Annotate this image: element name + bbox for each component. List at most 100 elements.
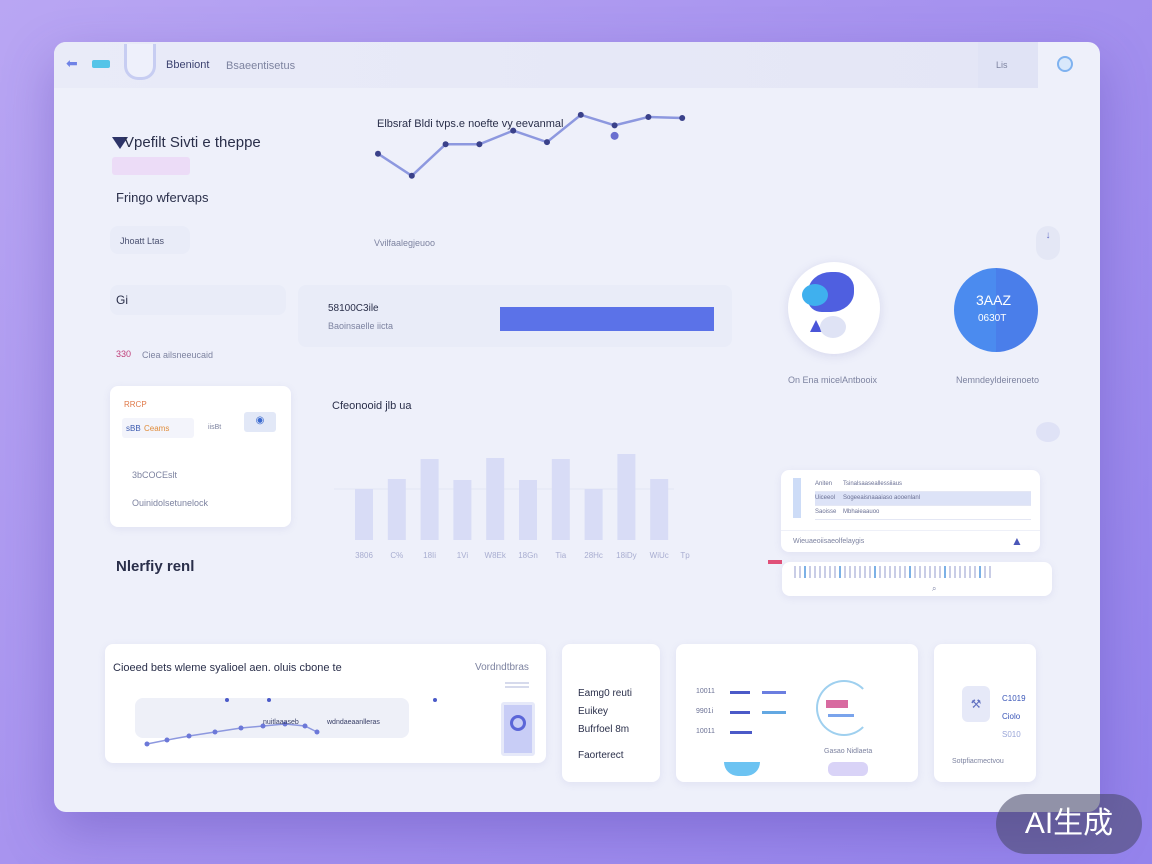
bar-tick-label: 18Gn: [518, 551, 538, 560]
card2-item[interactable]: Eamg0 reuti: [578, 688, 632, 699]
panel-title: Vpefilt Sivti e theppe: [124, 134, 261, 151]
timeline-tick: [924, 566, 926, 578]
user-circle-icon[interactable]: [1057, 56, 1073, 72]
card4-value: C1019: [1002, 694, 1026, 703]
watermark: AI生成: [996, 794, 1142, 854]
table-key: Aniten: [815, 481, 833, 487]
bar: [584, 489, 603, 540]
progress-card: 58100C3ile Baoinsaelle iicta: [298, 285, 732, 347]
gauge-bar: [828, 714, 854, 717]
progress-fill: [500, 307, 714, 331]
bar-tick-label: 18iDy: [616, 551, 636, 560]
bar: [551, 459, 570, 540]
bar: [355, 489, 373, 540]
table-scroll-indicator[interactable]: [793, 478, 801, 518]
mini-badge: RRCP: [124, 400, 147, 409]
shield-glyph: [510, 715, 526, 731]
header-right-button[interactable]: Lis: [978, 42, 1038, 88]
mini-item[interactable]: Ouinidolsetunelock: [132, 498, 209, 508]
search-icon[interactable]: ⌕: [932, 584, 937, 593]
timeline-tick: [894, 566, 896, 578]
filter-dropdown[interactable]: Jhoatt Ltas: [110, 226, 190, 254]
card3-bar: [762, 711, 786, 714]
timeline-tick: [879, 566, 881, 578]
arrow-left-icon[interactable]: ⬅: [66, 55, 78, 71]
table-key: Uiceeol: [815, 495, 836, 501]
menu-icon[interactable]: [92, 60, 110, 68]
card3-row-label: 10011: [696, 728, 715, 735]
progress-caption: Baoinsaelle iicta: [328, 321, 394, 331]
timeline-strip[interactable]: ⌕: [782, 562, 1052, 596]
table-row[interactable]: Aniten Tsinalsaaseallessiiaus: [815, 478, 1031, 492]
tag-value: 330: [116, 349, 132, 359]
mountain-icon[interactable]: ▲: [1011, 534, 1023, 548]
bar-tick-label: C%: [390, 551, 403, 560]
timeline-tick: [874, 566, 876, 578]
mini-row[interactable]: sBB Ceams: [122, 418, 194, 438]
timeline-tick: [814, 566, 816, 578]
card2-item[interactable]: Euikey: [578, 706, 609, 717]
tag-text: Ciea ailsneeucaid: [142, 350, 214, 360]
line-chart: [375, 111, 686, 179]
filter-label: Jhoatt Ltas: [120, 236, 165, 246]
mini-point: [282, 721, 288, 727]
stat-box: Gi: [110, 285, 286, 315]
card1-right-label: Vordndtbras: [475, 662, 529, 673]
mini-line-area: [135, 698, 409, 738]
bar: [650, 479, 669, 540]
chat-bubble-icon[interactable]: [1036, 422, 1060, 442]
card3-bar: [762, 691, 786, 694]
bottom-card-4: ⚒ C1019 Ciolo S010 Sotpfiacmectvou: [934, 644, 1036, 782]
highlight-bar: [112, 157, 190, 175]
pie-slice: [820, 316, 846, 338]
bar-tick-label: Tp: [680, 551, 690, 560]
chat-icon[interactable]: ◉: [244, 412, 276, 432]
legend-item: nuitlaaaseb: [263, 719, 299, 726]
shield-logo-icon: [124, 44, 156, 80]
timeline-tick: [919, 566, 921, 578]
pie-slice: [810, 320, 822, 332]
mini-point: [238, 725, 244, 731]
timeline-tick: [944, 566, 946, 578]
pie-slice: [802, 284, 828, 306]
bottom-card-2: Eamg0 reuti Euikey Bufrfoel 8m Faorterect: [562, 644, 660, 782]
card2-item[interactable]: Bufrfoel 8m: [578, 724, 630, 735]
nav-link[interactable]: Bsaeentisetus: [226, 60, 296, 72]
table-value: Sogeeaisnaaaiaso aooenlanl: [843, 495, 921, 501]
timeline-tick: [804, 566, 806, 578]
line-point: [679, 115, 686, 121]
bar: [617, 454, 636, 540]
timeline-tick: [914, 566, 916, 578]
timeline-tick: [819, 566, 821, 578]
metric-value: 3AAZ: [976, 292, 1012, 308]
timeline-tick: [794, 566, 796, 578]
mini-item[interactable]: 3bCOCEslt: [132, 470, 178, 480]
line-point: [610, 131, 619, 140]
tool-icon[interactable]: ⚒: [962, 686, 990, 722]
progress-value: 58100C3ile: [328, 303, 379, 314]
shield-icon[interactable]: [501, 702, 535, 756]
bar-chart-title: Cfeonooid jlb ua: [332, 400, 412, 412]
table-card: Aniten Tsinalsaaseallessiiaus Uiceeol Sogee…: [781, 470, 1040, 552]
line-point: [510, 127, 517, 134]
pin-icon[interactable]: ↓: [1036, 226, 1060, 260]
line-chart-title: Elbsraf Bldi tvps.e noefte vy eevanmal: [377, 118, 564, 130]
mini-point: [260, 723, 266, 729]
card4-value: Ciolo: [1002, 712, 1021, 721]
table-row[interactable]: Saoisse Mbhaieaauoo: [815, 506, 1031, 520]
table-value: Tsinalsaaseallessiiaus: [843, 481, 903, 487]
dashboard-window: ⬅ Bbeniont Bsaeentisetus Lis Vpefilt Siv…: [54, 42, 1100, 812]
timeline-tick: [859, 566, 861, 578]
bar-chart: 3806 C% 18Ii 1Vi W8Ek 18Gn Tia 28Hc 18iDy WiUc Tp: [334, 454, 690, 560]
menu-icon[interactable]: [505, 682, 529, 688]
bar: [486, 458, 505, 540]
marker: [768, 560, 782, 564]
timeline-tick: [989, 566, 991, 578]
card2-item[interactable]: Faorterect: [578, 750, 624, 761]
table-value: Mbhaieaauoo: [843, 509, 880, 515]
bar: [420, 459, 439, 540]
line-point: [476, 141, 483, 148]
mini-marker: [225, 698, 229, 702]
table-row[interactable]: Uiceeol Sogeeaisnaaaiaso aooenlanl: [815, 492, 1031, 506]
mini-point: [164, 737, 170, 743]
